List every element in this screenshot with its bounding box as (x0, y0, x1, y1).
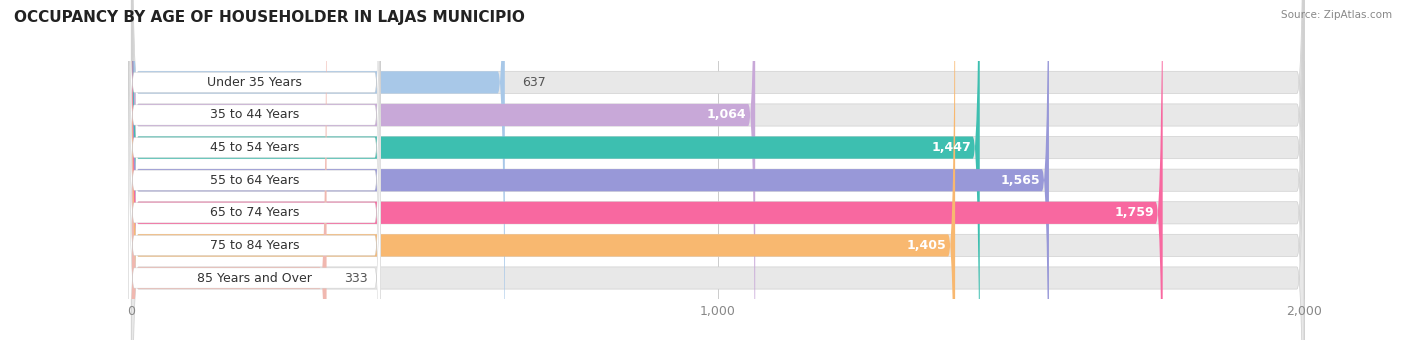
FancyBboxPatch shape (131, 0, 1303, 340)
FancyBboxPatch shape (131, 0, 755, 340)
FancyBboxPatch shape (128, 0, 381, 340)
FancyBboxPatch shape (131, 0, 505, 340)
FancyBboxPatch shape (131, 0, 1303, 340)
FancyBboxPatch shape (131, 0, 326, 340)
FancyBboxPatch shape (128, 0, 381, 340)
Text: Source: ZipAtlas.com: Source: ZipAtlas.com (1281, 10, 1392, 20)
FancyBboxPatch shape (128, 0, 381, 340)
Text: 1,064: 1,064 (707, 108, 747, 121)
Text: 65 to 74 Years: 65 to 74 Years (209, 206, 299, 219)
Text: OCCUPANCY BY AGE OF HOUSEHOLDER IN LAJAS MUNICIPIO: OCCUPANCY BY AGE OF HOUSEHOLDER IN LAJAS… (14, 10, 524, 25)
FancyBboxPatch shape (128, 0, 381, 340)
Text: Under 35 Years: Under 35 Years (207, 76, 302, 89)
Text: 1,405: 1,405 (907, 239, 946, 252)
Text: 45 to 54 Years: 45 to 54 Years (209, 141, 299, 154)
Text: 333: 333 (344, 272, 368, 285)
FancyBboxPatch shape (128, 0, 381, 340)
Text: 637: 637 (523, 76, 546, 89)
FancyBboxPatch shape (128, 0, 381, 340)
FancyBboxPatch shape (131, 0, 1303, 340)
FancyBboxPatch shape (131, 0, 1303, 340)
Text: 1,447: 1,447 (931, 141, 972, 154)
Text: 85 Years and Over: 85 Years and Over (197, 272, 312, 285)
FancyBboxPatch shape (131, 0, 1163, 340)
Text: 35 to 44 Years: 35 to 44 Years (209, 108, 299, 121)
Text: 1,759: 1,759 (1115, 206, 1154, 219)
FancyBboxPatch shape (131, 0, 955, 340)
FancyBboxPatch shape (131, 0, 1049, 340)
FancyBboxPatch shape (131, 0, 1303, 340)
Text: 1,565: 1,565 (1001, 174, 1040, 187)
Text: 55 to 64 Years: 55 to 64 Years (209, 174, 299, 187)
FancyBboxPatch shape (131, 0, 1303, 340)
Text: 75 to 84 Years: 75 to 84 Years (209, 239, 299, 252)
FancyBboxPatch shape (131, 0, 1303, 340)
FancyBboxPatch shape (131, 0, 980, 340)
FancyBboxPatch shape (128, 0, 381, 340)
